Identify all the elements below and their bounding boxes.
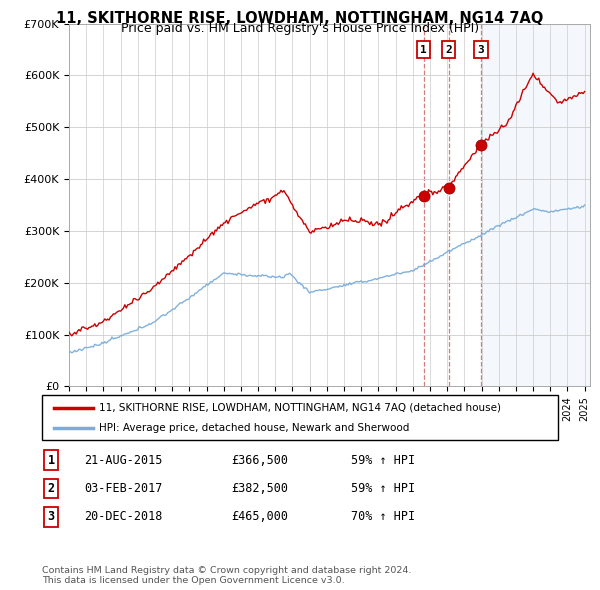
- Text: 11, SKITHORNE RISE, LOWDHAM, NOTTINGHAM, NG14 7AQ (detached house): 11, SKITHORNE RISE, LOWDHAM, NOTTINGHAM,…: [99, 403, 501, 412]
- Text: 2: 2: [47, 482, 55, 495]
- Text: 1: 1: [421, 44, 427, 54]
- Text: 3: 3: [47, 510, 55, 523]
- Text: £366,500: £366,500: [231, 454, 288, 467]
- Text: 59% ↑ HPI: 59% ↑ HPI: [351, 482, 415, 495]
- Text: 2: 2: [445, 44, 452, 54]
- Text: HPI: Average price, detached house, Newark and Sherwood: HPI: Average price, detached house, Newa…: [99, 424, 409, 434]
- Text: 03-FEB-2017: 03-FEB-2017: [84, 482, 163, 495]
- Text: 20-DEC-2018: 20-DEC-2018: [84, 510, 163, 523]
- Text: Contains HM Land Registry data © Crown copyright and database right 2024.
This d: Contains HM Land Registry data © Crown c…: [42, 566, 412, 585]
- Text: 3: 3: [478, 44, 484, 54]
- Text: 11, SKITHORNE RISE, LOWDHAM, NOTTINGHAM, NG14 7AQ: 11, SKITHORNE RISE, LOWDHAM, NOTTINGHAM,…: [56, 11, 544, 25]
- Text: 59% ↑ HPI: 59% ↑ HPI: [351, 454, 415, 467]
- Text: Price paid vs. HM Land Registry's House Price Index (HPI): Price paid vs. HM Land Registry's House …: [121, 22, 479, 35]
- Text: £465,000: £465,000: [231, 510, 288, 523]
- Text: £382,500: £382,500: [231, 482, 288, 495]
- Text: 70% ↑ HPI: 70% ↑ HPI: [351, 510, 415, 523]
- Bar: [481, 24, 590, 386]
- Text: 1: 1: [47, 454, 55, 467]
- Text: 21-AUG-2015: 21-AUG-2015: [84, 454, 163, 467]
